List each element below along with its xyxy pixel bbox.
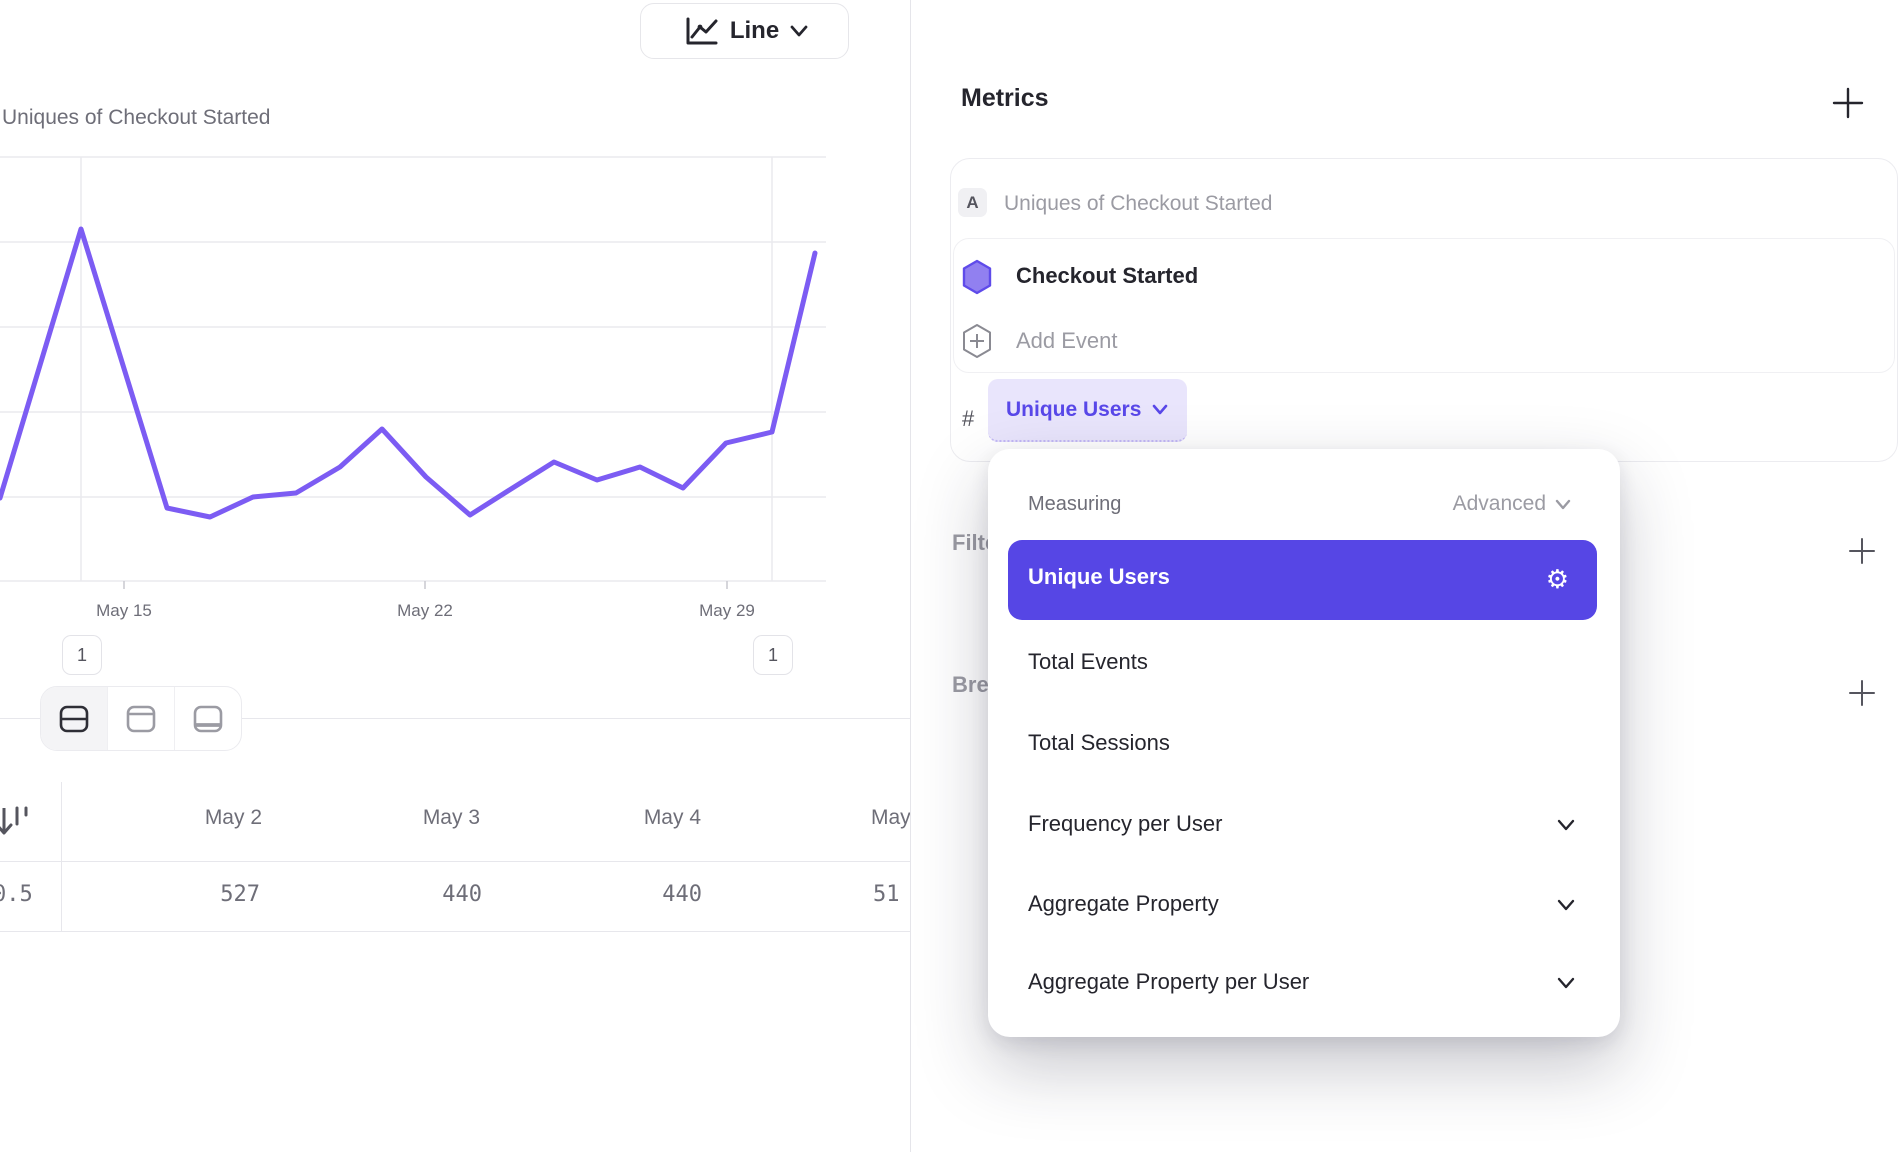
layout-option-split-horizontal[interactable]: [41, 687, 107, 750]
table-cell-may4[interactable]: 440: [662, 882, 702, 907]
chart-type-button[interactable]: Line: [640, 3, 849, 59]
add-breakdown-plus-icon[interactable]: [1848, 679, 1876, 707]
chevron-down-icon[interactable]: [1554, 893, 1578, 917]
chart-axis-ticks: [123, 581, 728, 589]
table-row-label-clipped: 0.5: [0, 882, 33, 907]
dropdown-item-unique-users[interactable]: Unique Users ⚙: [1008, 540, 1597, 620]
uniques-line[interactable]: [0, 226, 818, 520]
chevron-down-icon[interactable]: [1554, 813, 1578, 837]
chevron-down-icon: [1151, 403, 1169, 416]
chevron-down-icon: [1554, 498, 1572, 511]
layout-toggle-group: [40, 686, 242, 751]
x-tick-may29: May 29: [699, 601, 755, 620]
x-tick-may15: May 15: [96, 601, 152, 620]
table-cell-may5-clipped[interactable]: 51: [873, 882, 900, 907]
annotation-badge-1[interactable]: 1: [62, 635, 102, 675]
dropdown-item-total-sessions[interactable]: Total Sessions: [1028, 730, 1170, 755]
measuring-mode-label: Advanced: [1452, 492, 1546, 515]
add-event-icon[interactable]: [960, 322, 994, 360]
chevron-down-icon[interactable]: [1554, 971, 1578, 995]
dropdown-item-total-events[interactable]: Total Events: [1028, 649, 1148, 674]
line-chart[interactable]: [0, 0, 910, 600]
sort-icon[interactable]: [0, 804, 30, 840]
table-column-separator: [61, 782, 62, 931]
panel-divider: [910, 0, 911, 1152]
dropdown-item-label: Unique Users: [1028, 564, 1170, 589]
line-chart-icon: [680, 13, 720, 49]
section-divider: [0, 718, 910, 719]
measuring-dropdown: Measuring Advanced Unique Users ⚙ Total …: [988, 449, 1620, 1037]
add-event-label[interactable]: Add Event: [1016, 328, 1118, 353]
panel-bottom-icon: [191, 702, 225, 736]
split-horizontal-icon: [57, 702, 91, 736]
event-hexagon-icon: [960, 258, 994, 296]
add-filter-plus-icon[interactable]: [1848, 537, 1876, 565]
layout-option-panel-bottom[interactable]: [174, 687, 241, 750]
x-tick-may22: May 22: [397, 601, 453, 620]
table-header-may3[interactable]: May 3: [422, 806, 480, 829]
dropdown-item-aggregate-property[interactable]: Aggregate Property: [1028, 891, 1219, 916]
measure-chip-label: Unique Users: [1006, 397, 1142, 421]
table-row-rule: [0, 931, 910, 932]
chart-section: Uniques of Checkout Started: [0, 0, 910, 1152]
table-cell-may3[interactable]: 440: [442, 882, 482, 907]
chart-gridlines-h: [0, 156, 826, 582]
chevron-down-icon: [789, 24, 809, 38]
event-card: [953, 238, 1895, 373]
dropdown-item-aggregate-property-per-user[interactable]: Aggregate Property per User: [1028, 969, 1310, 994]
measuring-mode-selector[interactable]: Advanced: [1453, 492, 1572, 516]
chart-gridlines-v: [80, 157, 773, 581]
annotation-badge-2[interactable]: 1: [753, 635, 793, 675]
table-header-may4[interactable]: May 4: [643, 806, 701, 829]
measure-chip[interactable]: Unique Users: [988, 379, 1188, 442]
add-metric-plus-icon[interactable]: [1831, 86, 1865, 120]
metrics-panel-title: Metrics: [961, 84, 1049, 112]
table-cell-may2[interactable]: 527: [220, 882, 260, 907]
table-header-may5-clipped[interactable]: May: [871, 806, 910, 829]
panel-top-icon: [124, 702, 158, 736]
measuring-label: Measuring: [1028, 493, 1122, 515]
gear-icon[interactable]: ⚙: [1545, 564, 1569, 594]
layout-option-panel-top[interactable]: [107, 687, 174, 750]
dropdown-item-frequency-per-user[interactable]: Frequency per User: [1028, 811, 1223, 836]
chart-title: Uniques of Checkout Started: [2, 106, 271, 129]
table-header-rule: [0, 861, 910, 862]
metric-series-badge: A: [958, 188, 987, 217]
metric-name[interactable]: Uniques of Checkout Started: [1004, 192, 1273, 215]
event-name[interactable]: Checkout Started: [1016, 263, 1199, 288]
table-header-may2[interactable]: May 2: [204, 806, 262, 829]
chart-type-label: Line: [729, 17, 780, 44]
measure-prefix: #: [962, 406, 975, 431]
